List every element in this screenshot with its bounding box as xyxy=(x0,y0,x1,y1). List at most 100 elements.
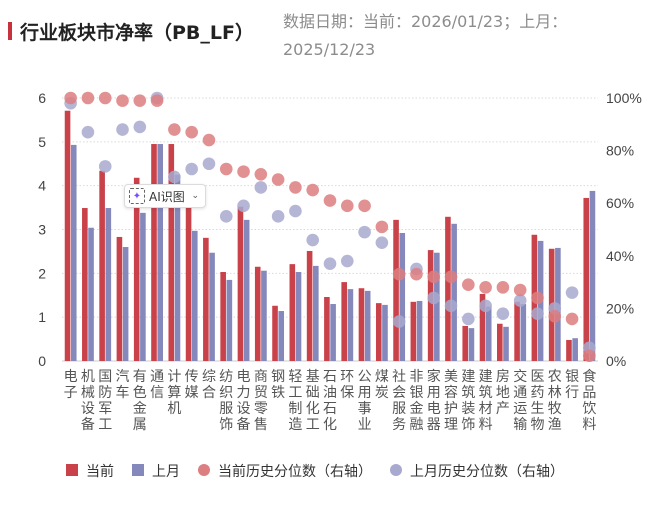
category-char: 工 xyxy=(288,385,302,401)
category-char: 通 xyxy=(513,385,527,401)
category-char: 色 xyxy=(133,384,147,401)
title-accent-bar xyxy=(8,22,12,40)
category-char: 牧 xyxy=(548,401,562,417)
category-char: 用 xyxy=(358,385,372,401)
category-char: 电 xyxy=(64,369,78,385)
category-char: 物 xyxy=(530,417,544,433)
bar-previous xyxy=(313,265,319,361)
category-char: 设 xyxy=(81,401,95,417)
category-char: 银 xyxy=(409,385,423,401)
bar-previous xyxy=(122,247,129,361)
dot-current-percentile xyxy=(340,199,354,213)
category-char: 环 xyxy=(340,369,354,385)
bar-previous xyxy=(174,174,181,361)
category-char: 基 xyxy=(306,368,320,385)
dot-previous-percentile xyxy=(168,170,181,184)
bar-previous xyxy=(330,304,336,361)
category-char: 军 xyxy=(98,401,112,417)
dot-current-percentile xyxy=(81,91,95,105)
category-char: 药 xyxy=(530,385,544,401)
category-char: 饰 xyxy=(461,417,475,433)
dot-current-percentile xyxy=(116,94,129,107)
category-char: 服 xyxy=(219,401,233,417)
category-label: 通信 xyxy=(150,369,164,401)
dot-current-percentile xyxy=(531,291,544,305)
legend-swatch-circle xyxy=(390,464,402,476)
bar-current xyxy=(497,323,503,361)
legend: 当前 上月 当前历史分位数（右轴） 上月历史分位数（右轴） xyxy=(66,463,564,480)
bar-previous xyxy=(105,208,112,361)
bar-current xyxy=(133,177,140,361)
legend-item[interactable]: 当前 xyxy=(66,463,114,480)
bar-current xyxy=(427,250,434,361)
percentile-dots xyxy=(64,91,596,363)
bar-current xyxy=(237,206,244,361)
dot-current-percentile xyxy=(427,270,441,284)
dot-current-percentile xyxy=(64,91,77,105)
category-char: 输 xyxy=(513,417,527,433)
legend-swatch-square xyxy=(66,464,78,476)
bar-previous xyxy=(572,338,578,361)
bar-current xyxy=(185,187,192,361)
category-char: 金 xyxy=(133,401,147,417)
dot-previous-percentile xyxy=(340,254,354,268)
legend-swatch-square xyxy=(132,464,144,476)
category-char: 建 xyxy=(479,369,493,385)
dot-current-percentile xyxy=(513,283,527,297)
category-label: 房地产 xyxy=(496,369,510,417)
category-label: 计算机 xyxy=(167,369,181,417)
dot-previous-percentile xyxy=(98,160,112,173)
category-char: 材 xyxy=(479,401,493,417)
category-char: 筑 xyxy=(461,385,475,401)
category-char: 事 xyxy=(358,401,372,417)
category-char: 公 xyxy=(358,369,372,385)
dot-previous-percentile xyxy=(565,286,579,299)
legend-item[interactable]: 当前历史分位数（右轴） xyxy=(198,463,372,480)
bar-current xyxy=(410,301,417,361)
legend-swatch-circle xyxy=(198,464,210,476)
category-char: 综 xyxy=(202,369,216,385)
dot-previous-percentile xyxy=(444,299,458,313)
category-char: 属 xyxy=(133,417,147,433)
category-char: 料 xyxy=(479,417,493,433)
bar-current xyxy=(566,339,572,361)
category-char: 备 xyxy=(81,416,95,433)
category-char: 有 xyxy=(133,369,147,385)
category-label: 钢铁 xyxy=(271,369,285,401)
dot-current-percentile xyxy=(254,167,268,181)
category-label: 综合 xyxy=(202,369,216,401)
dot-previous-percentile xyxy=(513,294,527,307)
category-label: 环保 xyxy=(340,369,354,401)
legend-item[interactable]: 上月 xyxy=(132,464,180,480)
dot-current-percentile xyxy=(271,173,285,186)
category-char: 交 xyxy=(513,368,527,385)
dot-current-percentile xyxy=(392,267,406,281)
bar-previous xyxy=(347,289,354,361)
bar-current xyxy=(151,144,157,361)
bar-current xyxy=(358,288,365,361)
category-char: 纺 xyxy=(219,369,233,385)
category-label: 银行 xyxy=(565,369,579,401)
bar-current xyxy=(375,303,382,361)
ai-recognize-button[interactable]: ✦ AI识图 ⌄ xyxy=(124,184,206,208)
y-tick-label: 0 xyxy=(38,353,46,369)
category-char: 非 xyxy=(409,369,423,385)
category-char: 煤 xyxy=(375,369,389,385)
category-char: 计 xyxy=(167,369,181,385)
category-char: 炭 xyxy=(375,385,389,401)
dot-current-percentile xyxy=(323,194,337,207)
legend-item[interactable]: 上月历史分位数（右轴） xyxy=(390,464,564,480)
category-label: 汽车 xyxy=(116,369,130,401)
chevron-down-icon[interactable]: ⌄ xyxy=(191,191,199,201)
category-char: 金 xyxy=(409,401,423,417)
chart-title: 行业板块市净率（PB_LF） xyxy=(20,22,254,44)
category-char: 保 xyxy=(340,385,354,401)
category-char: 通 xyxy=(150,369,164,385)
y-tick-label: 5 xyxy=(38,134,46,150)
dot-current-percentile xyxy=(444,270,458,284)
